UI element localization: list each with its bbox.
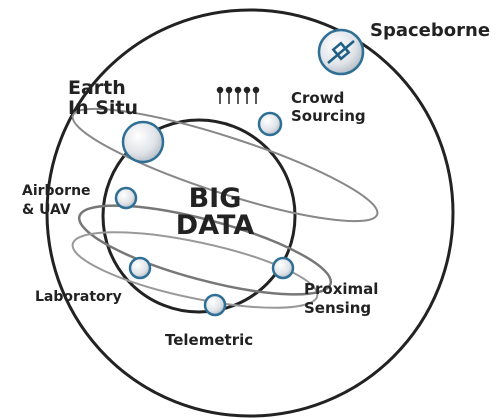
page: {"center": {"lines": ["BIG", "DATA"]}, "…	[0, 0, 503, 418]
node-label: Sensing	[304, 299, 371, 317]
node-label: Spaceborne	[370, 20, 490, 41]
node-label: In Situ	[68, 97, 138, 119]
node-label: Crowd	[291, 89, 344, 107]
node-label: Airborne	[22, 183, 91, 199]
node-label: Laboratory	[35, 289, 122, 305]
sphere	[116, 188, 136, 208]
node-label: Proximal	[304, 280, 378, 298]
crowd-icon	[218, 88, 259, 105]
center-label: DATA	[176, 210, 255, 241]
node-label: Telemetric	[165, 331, 253, 349]
node-label: Earth	[68, 77, 126, 99]
sphere	[205, 295, 225, 315]
node-label: & UAV	[22, 202, 71, 218]
sphere	[130, 258, 150, 278]
sphere	[123, 122, 163, 162]
big-data-diagram: BIG DATA Spaceborne Earth In Situ Crowd …	[0, 0, 503, 418]
sphere	[259, 113, 281, 135]
node-label: Sourcing	[291, 107, 366, 125]
sphere	[273, 258, 293, 278]
